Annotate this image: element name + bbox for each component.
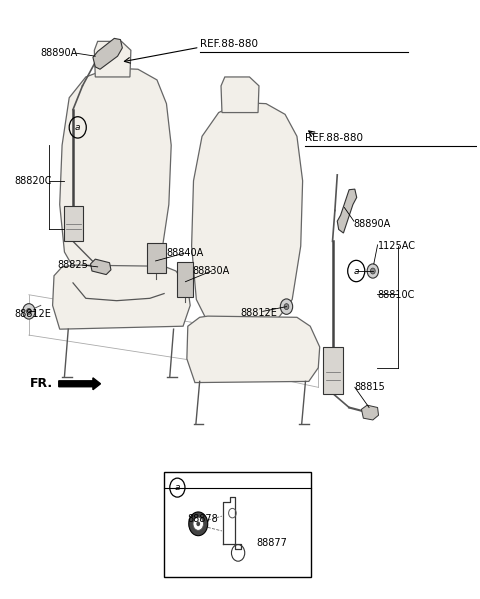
Text: 88890A: 88890A	[354, 219, 391, 229]
Polygon shape	[53, 265, 190, 329]
Circle shape	[196, 522, 200, 526]
Circle shape	[193, 518, 204, 530]
Text: REF.88-880: REF.88-880	[305, 133, 363, 143]
Polygon shape	[361, 405, 379, 420]
Text: 1125AC: 1125AC	[378, 241, 416, 251]
Polygon shape	[91, 259, 111, 274]
Circle shape	[280, 299, 293, 314]
Text: 88830A: 88830A	[192, 266, 230, 276]
Bar	[147, 243, 166, 273]
Polygon shape	[95, 41, 131, 77]
Text: 88840A: 88840A	[167, 248, 204, 258]
Text: 88878: 88878	[188, 514, 218, 524]
Text: 88812E: 88812E	[14, 309, 51, 319]
Text: a: a	[353, 267, 359, 276]
Bar	[63, 205, 84, 241]
Text: 88890A: 88890A	[41, 49, 78, 58]
Text: a: a	[175, 483, 180, 492]
Circle shape	[23, 304, 35, 319]
Circle shape	[371, 268, 375, 274]
Text: a: a	[75, 123, 81, 132]
Text: 88810C: 88810C	[378, 290, 415, 300]
Text: 88820C: 88820C	[14, 176, 52, 186]
Bar	[178, 262, 192, 297]
Circle shape	[26, 308, 31, 314]
Polygon shape	[93, 38, 122, 69]
Text: 88815: 88815	[355, 382, 385, 392]
Bar	[164, 471, 311, 577]
Polygon shape	[192, 102, 302, 329]
Circle shape	[284, 304, 289, 310]
Text: 88825: 88825	[57, 260, 88, 270]
Text: FR.: FR.	[30, 377, 53, 391]
Circle shape	[189, 512, 208, 536]
Polygon shape	[337, 189, 357, 233]
Text: 88877: 88877	[257, 538, 288, 548]
Polygon shape	[60, 68, 171, 282]
Bar	[323, 347, 343, 395]
Circle shape	[367, 264, 379, 278]
Polygon shape	[221, 77, 259, 113]
Text: 88812E: 88812E	[240, 307, 277, 317]
Text: REF.88-880: REF.88-880	[200, 40, 258, 49]
Polygon shape	[187, 316, 320, 383]
FancyArrow shape	[59, 378, 100, 390]
